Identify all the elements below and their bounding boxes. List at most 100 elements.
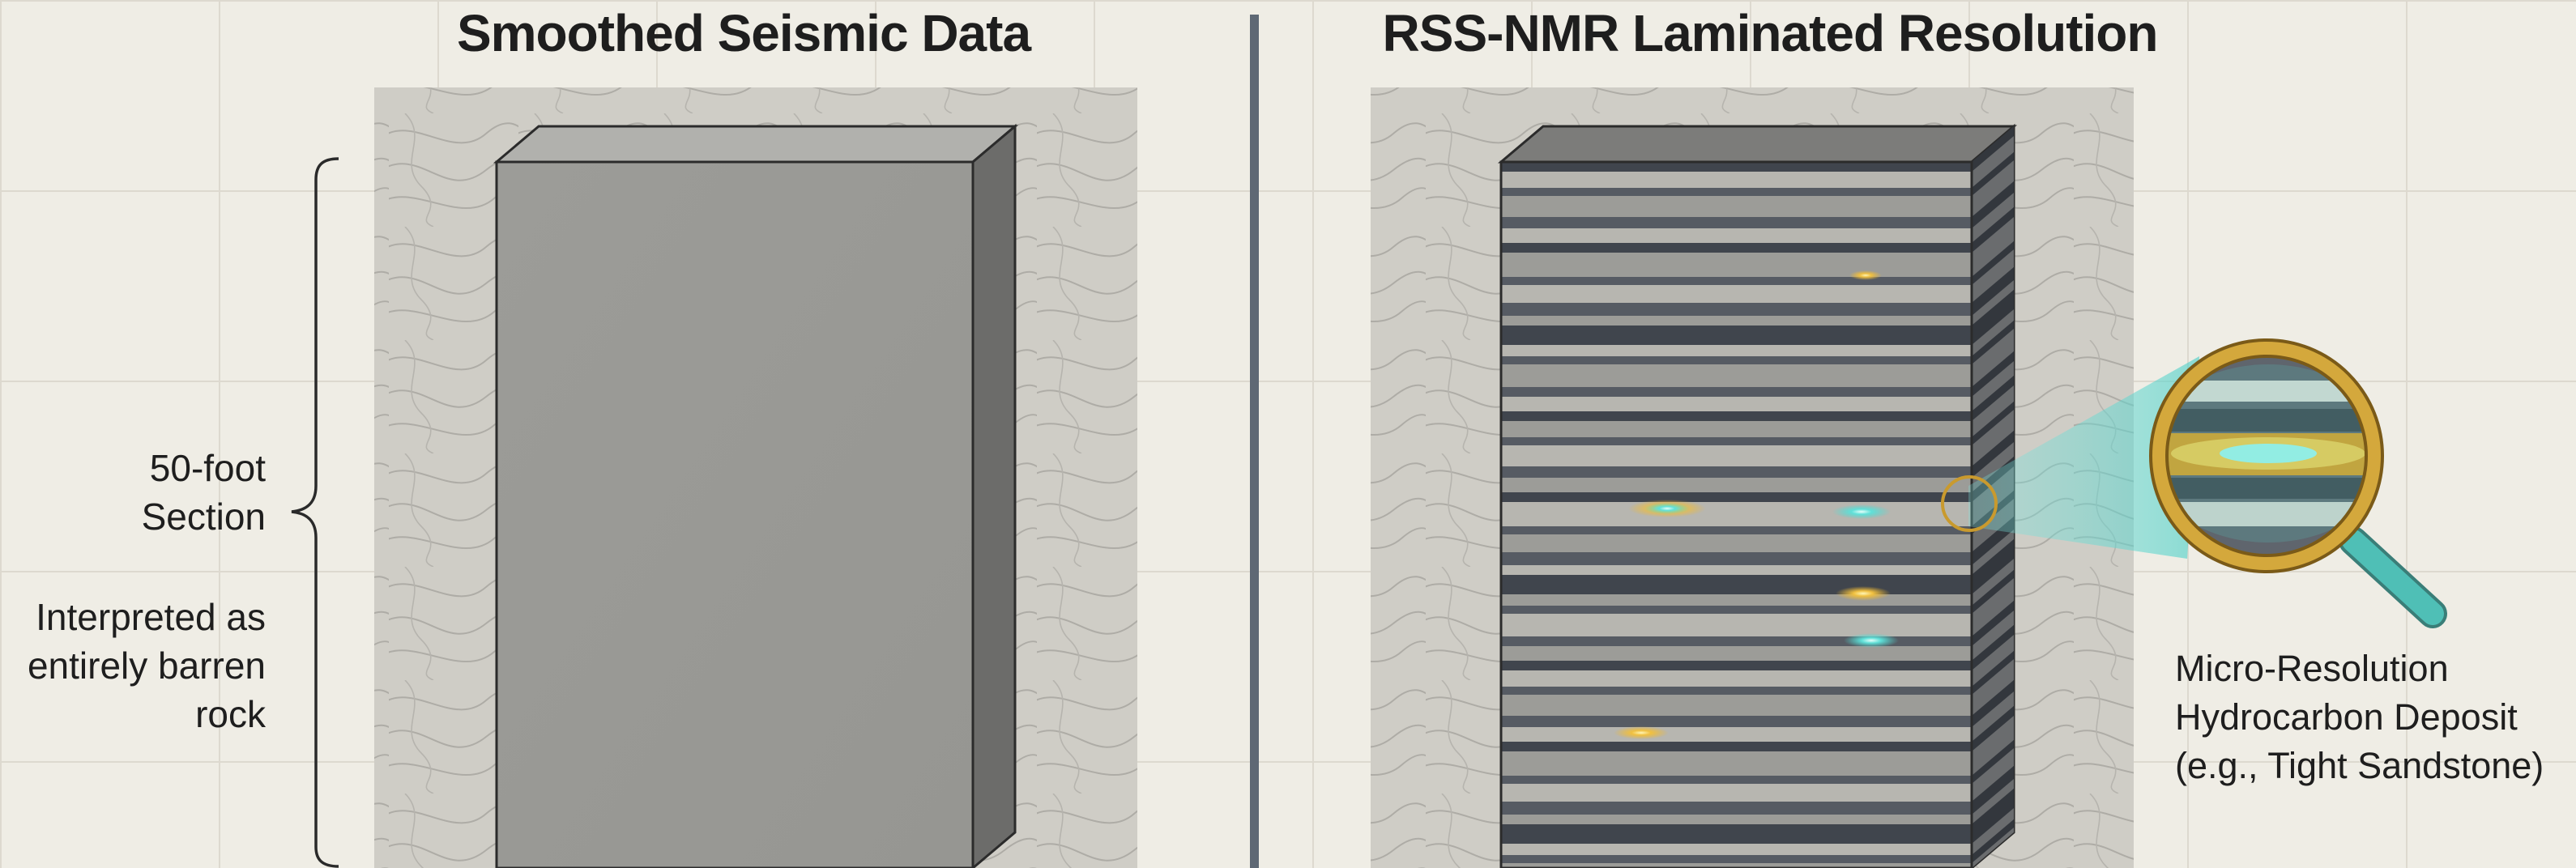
lamina <box>1501 492 1972 502</box>
lamina <box>1501 188 1972 196</box>
lamina <box>1501 802 1972 815</box>
focus-ring <box>1941 475 1998 532</box>
lamina-side <box>1972 748 2014 802</box>
section-label: 50-foot Section <box>141 447 266 538</box>
lamina-side <box>1972 789 2014 844</box>
lamina-side <box>1972 207 2014 253</box>
panel-divider <box>1250 15 1259 868</box>
lamina-side <box>1972 530 2014 575</box>
right-panel-title: RSS-NMR Laminated Resolution <box>1382 4 2159 62</box>
lamina-side <box>1972 659 2014 716</box>
lamina-side <box>1972 808 2014 855</box>
lamina <box>1501 687 1972 695</box>
lamina-side <box>1972 152 2014 196</box>
lamina <box>1501 594 1972 606</box>
lamina-side <box>1972 410 2014 466</box>
lamina <box>1501 695 1972 716</box>
lamina-side <box>1972 376 2014 421</box>
lamina <box>1501 526 1972 534</box>
lamina <box>1501 421 1972 437</box>
lamina-side <box>1972 601 2014 646</box>
lamina-side <box>1972 217 2014 277</box>
lamina <box>1501 196 1972 217</box>
lamina-side <box>1972 559 2014 606</box>
lamina <box>1501 356 1972 364</box>
lamina <box>1501 326 1972 345</box>
lamina-side <box>1972 309 2014 356</box>
deposit-spot <box>1836 586 1891 601</box>
lamina <box>1501 661 1972 670</box>
lamina-side <box>1972 651 2014 695</box>
lamina <box>1501 855 1972 863</box>
lamina <box>1501 285 1972 303</box>
lamina <box>1501 716 1972 727</box>
lamina <box>1501 751 1972 776</box>
lamina <box>1501 670 1972 687</box>
deposit-spot <box>1849 270 1882 280</box>
lamina <box>1501 411 1972 421</box>
lamina-side <box>1972 431 2014 478</box>
lamina-side <box>1972 625 2014 670</box>
lamina <box>1501 253 1972 277</box>
lamina-side <box>1972 716 2014 776</box>
lamina-side <box>1972 361 2014 411</box>
lamina <box>1501 606 1972 614</box>
lamina-side <box>1972 181 2014 228</box>
lamina <box>1501 742 1972 751</box>
lamina <box>1501 217 1972 228</box>
lamina-side <box>1972 329 2014 387</box>
lamina <box>1501 397 1972 411</box>
deposit-label: Micro-Resolution Hydrocarbon Deposit (e.… <box>2175 648 2544 786</box>
lamina <box>1501 466 1972 478</box>
lamina-side <box>1972 193 2014 243</box>
interpretation-label: Interpreted as entirely barren rock <box>27 596 266 735</box>
lamina-side <box>1972 578 2014 636</box>
lamina <box>1501 243 1972 253</box>
lamina <box>1501 387 1972 397</box>
lamina <box>1501 727 1972 742</box>
lamina <box>1501 784 1972 802</box>
hydrocarbon-deposits <box>1614 270 1899 739</box>
lamina <box>1501 614 1972 636</box>
lamina-side <box>1972 267 2014 316</box>
lamina <box>1501 364 1972 387</box>
lamina-side <box>1972 766 2014 815</box>
lamina-side <box>1972 241 2014 285</box>
lamina <box>1501 565 1972 575</box>
lamina-side <box>1972 290 2014 345</box>
lamina-side <box>1972 402 2014 445</box>
left-panel-title: Smoothed Seismic Data <box>456 4 1031 62</box>
lamina-side <box>1972 828 2014 868</box>
lamina-side <box>1972 740 2014 784</box>
lamina <box>1501 437 1972 445</box>
lamina-side <box>1972 819 2014 863</box>
lamina <box>1501 815 1972 824</box>
lamina <box>1501 863 1972 868</box>
lamina-side <box>1972 691 2014 742</box>
deposit-spot <box>1832 504 1891 519</box>
lamina <box>1501 228 1972 243</box>
lamina-side <box>1972 136 2014 188</box>
lamina <box>1501 824 1972 844</box>
magnifying-glass-icon <box>2149 338 2447 628</box>
lamina <box>1501 445 1972 466</box>
lamina <box>1501 478 1972 492</box>
lamina <box>1501 776 1972 784</box>
lamina <box>1501 162 1972 172</box>
lamina <box>1501 345 1972 356</box>
lamina-side <box>1972 779 2014 824</box>
lamina <box>1501 552 1972 565</box>
laminae-layers <box>1501 162 1972 868</box>
magnification-beam <box>1968 356 2199 559</box>
lamina-side <box>1972 321 2014 364</box>
side-laminae <box>1972 126 2014 868</box>
lamina-side <box>1972 249 2014 303</box>
laminated-block <box>1497 123 2018 868</box>
deposit-spot <box>1844 633 1899 648</box>
lamina-side <box>1972 539 2014 594</box>
lamina <box>1501 646 1972 661</box>
lamina <box>1501 844 1972 855</box>
lamina <box>1501 534 1972 552</box>
deposit-spot <box>1614 726 1669 739</box>
